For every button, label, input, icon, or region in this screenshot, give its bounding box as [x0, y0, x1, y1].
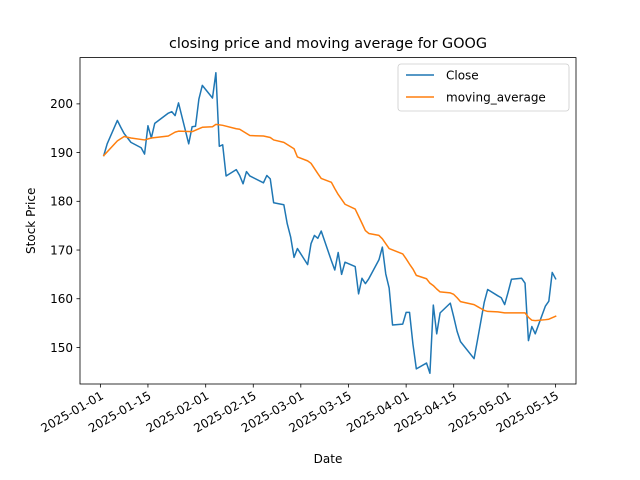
y-tick-label: 160: [50, 292, 73, 306]
y-tick-label: 200: [50, 97, 73, 111]
y-tick-label: 170: [50, 243, 73, 257]
y-axis-label: Stock Price: [24, 188, 38, 254]
chart-title: closing price and moving average for GOO…: [169, 36, 487, 52]
series-line-moving-average: [102, 123, 557, 322]
y-tick-label: 150: [50, 341, 73, 355]
legend-box: [397, 63, 570, 112]
legend: Close moving_average: [397, 63, 570, 112]
y-tick-label: 180: [50, 195, 73, 209]
legend-label-close: Close: [446, 69, 479, 83]
plot-area: [80, 57, 576, 384]
series-line-close: [102, 71, 557, 375]
y-tick-label: 190: [50, 146, 73, 160]
legend-label-moving-average: moving_average: [446, 91, 546, 105]
x-axis-label: Date: [314, 452, 343, 466]
series-layer: [102, 71, 557, 375]
axes-frame: [79, 57, 577, 385]
y-ticks: 150 160 170 180 190 200: [50, 97, 80, 355]
